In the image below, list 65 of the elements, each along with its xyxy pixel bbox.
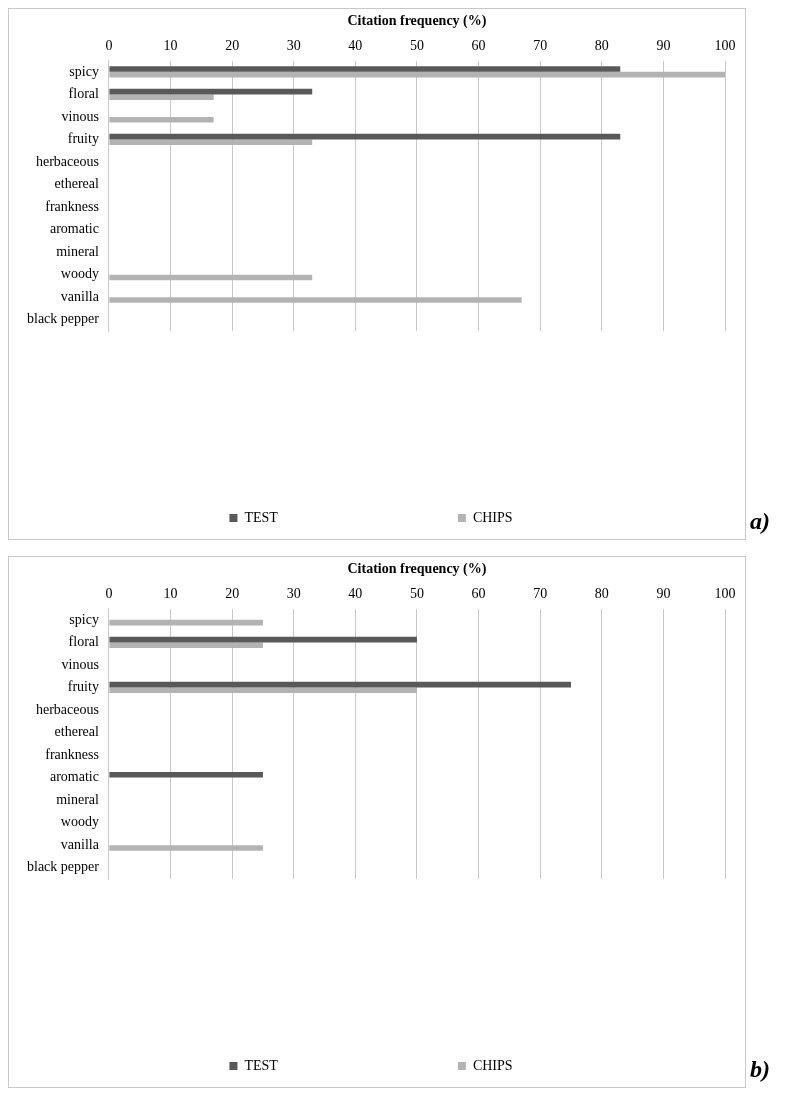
x-tick-label: 70 (533, 585, 548, 601)
x-tick-label: 90 (656, 585, 671, 601)
y-tick-label: spicy (69, 63, 99, 79)
bar (109, 139, 313, 146)
x-axis-title: Citation frequency (%) (347, 13, 487, 30)
x-tick-label: 90 (656, 37, 671, 53)
y-tick-label: aromatic (49, 221, 99, 237)
x-tick-label: 10 (163, 37, 178, 53)
bar (109, 116, 214, 123)
x-tick-label: 60 (471, 37, 486, 53)
legend-label: CHIPS (472, 509, 513, 525)
x-tick-label: 30 (286, 585, 301, 601)
x-tick-label: 0 (105, 585, 113, 601)
y-tick-label: vinous (61, 108, 99, 124)
y-tick-label: vanilla (60, 836, 100, 852)
y-tick-label: black pepper (26, 859, 100, 875)
y-tick-label: frankness (45, 198, 99, 214)
bar (109, 619, 263, 626)
y-tick-label: vanilla (60, 288, 100, 304)
y-tick-label: ethereal (54, 724, 100, 740)
legend-label: CHIPS (472, 1057, 513, 1073)
y-tick-label: aromatic (49, 769, 99, 785)
y-tick-label: mineral (56, 243, 100, 259)
y-tick-label: vinous (61, 656, 99, 672)
y-tick-label: ethereal (54, 176, 100, 192)
x-tick-label: 70 (533, 37, 548, 53)
x-tick-label: 50 (409, 585, 424, 601)
x-tick-label: 100 (714, 585, 736, 601)
x-tick-label: 50 (409, 37, 424, 53)
x-tick-label: 40 (348, 585, 363, 601)
x-axis-title: Citation frequency (%) (347, 561, 487, 578)
y-tick-label: woody (60, 266, 99, 282)
y-tick-label: frankness (45, 746, 99, 762)
y-tick-label: spicy (69, 611, 99, 627)
y-tick-label: fruity (67, 131, 99, 147)
text: a) (750, 508, 770, 535)
y-tick-label: fruity (67, 679, 99, 695)
x-tick-label: 10 (163, 585, 178, 601)
x-tick-label: 80 (594, 37, 609, 53)
legend-label: TEST (244, 509, 279, 525)
bar (109, 845, 263, 851)
text: b) (750, 1056, 770, 1083)
x-tick-label: 30 (286, 37, 301, 53)
bar (109, 94, 214, 101)
bar (109, 771, 263, 778)
x-tick-label: 100 (714, 37, 736, 53)
bar (109, 66, 621, 72)
y-tick-label: woody (60, 814, 99, 830)
x-tick-label: 40 (348, 37, 363, 53)
x-tick-label: 60 (471, 585, 486, 601)
x-tick-label: 20 (225, 585, 240, 601)
x-tick-label: 0 (105, 37, 113, 53)
y-tick-label: herbaceous (35, 153, 99, 169)
legend-label: TEST (244, 1057, 279, 1073)
x-tick-label: 20 (225, 37, 240, 53)
bar (109, 297, 522, 303)
bar (109, 642, 263, 649)
y-tick-label: herbaceous (35, 701, 99, 717)
y-tick-label: mineral (56, 791, 100, 807)
bar (109, 687, 417, 694)
y-tick-label: black pepper (26, 311, 100, 327)
bar (109, 71, 725, 78)
y-tick-label: floral (68, 86, 100, 102)
y-tick-label: floral (68, 634, 100, 650)
x-tick-label: 80 (594, 585, 609, 601)
